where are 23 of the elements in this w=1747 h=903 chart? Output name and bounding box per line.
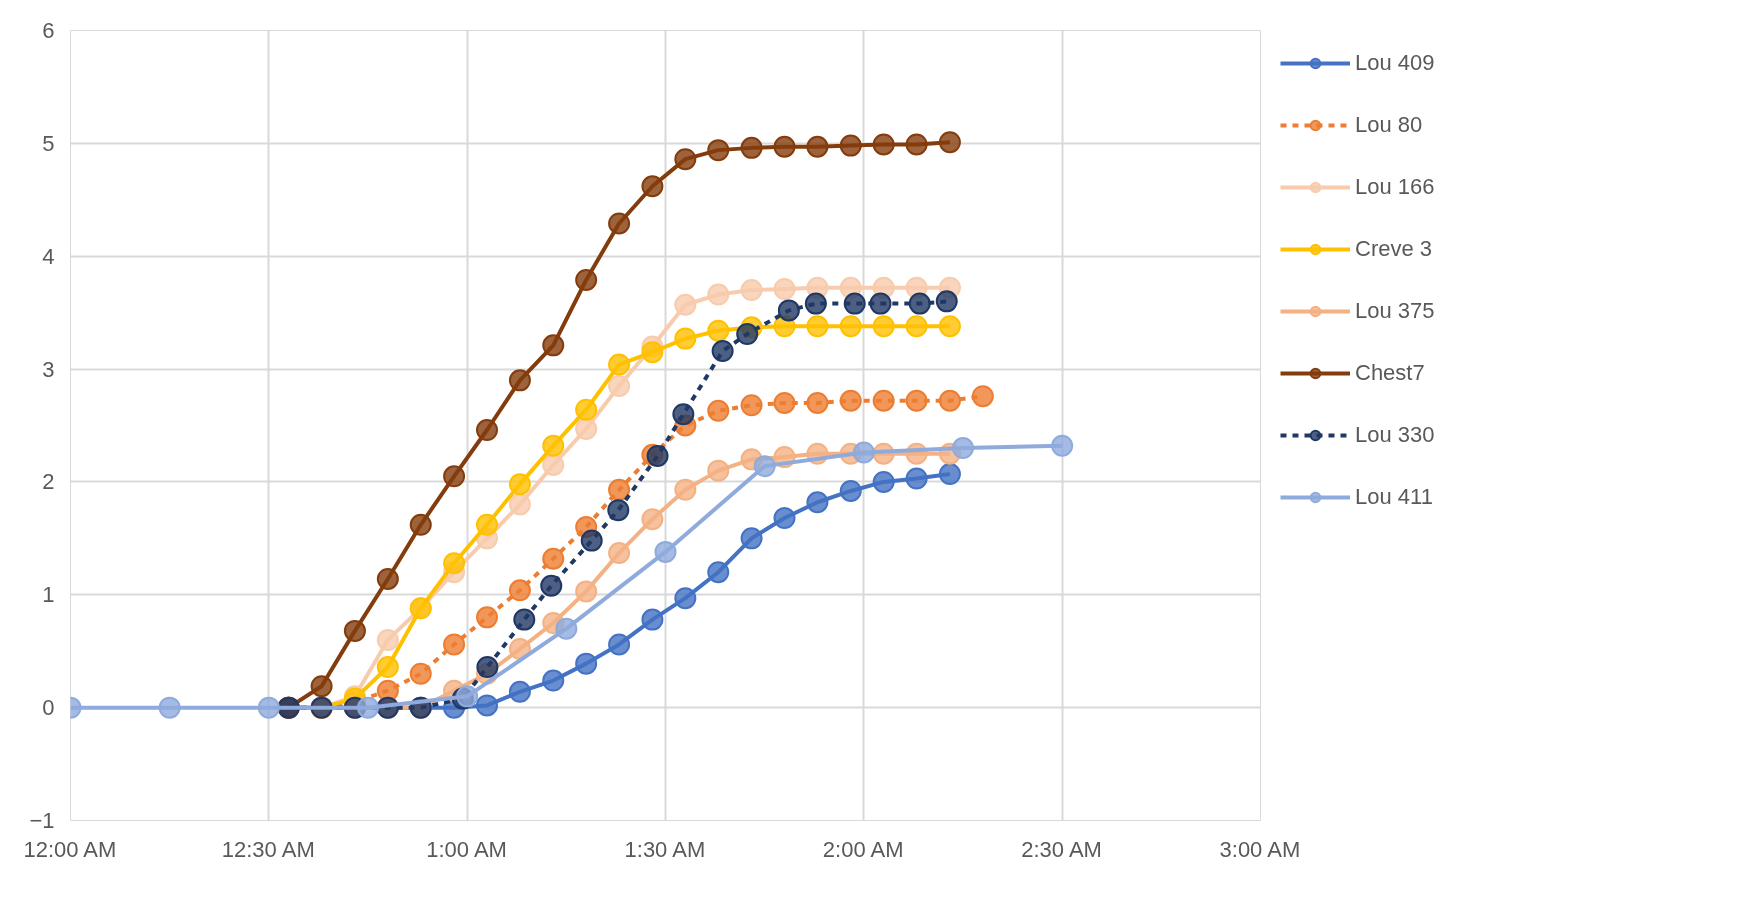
y-tick-label: 1 (42, 582, 55, 608)
legend-label: Lou 80 (1355, 112, 1423, 138)
y-tick-label: 2 (42, 469, 55, 495)
y-tick-label: 5 (42, 130, 55, 156)
x-tick-label: 2:00 AM (822, 836, 904, 862)
x-tick-label: 1:00 AM (426, 836, 507, 862)
legend-label: Lou 409 (1355, 50, 1435, 76)
legend-label: Lou 330 (1355, 422, 1435, 448)
legend-label: Chest7 (1355, 360, 1425, 386)
y-tick-label: 6 (42, 18, 55, 43)
x-tick-label: 12:00 AM (23, 836, 117, 862)
x-tick-label: 1:30 AM (624, 836, 706, 862)
y-tick-label: 3 (42, 356, 55, 382)
legend-label: Creve 3 (1355, 236, 1433, 262)
y-tick-label: −1 (29, 808, 55, 833)
y-tick-label: 4 (42, 243, 55, 269)
x-tick-label: 2:30 AM (1021, 836, 1102, 862)
x-tick-label: 3:00 AM (1219, 836, 1301, 862)
y-tick-label: 0 (42, 695, 55, 721)
x-tick-label: 12:30 AM (221, 836, 315, 862)
legend-label: Lou 166 (1355, 174, 1435, 200)
legend-label: Lou 375 (1355, 298, 1435, 324)
legend-label: Lou 411 (1355, 484, 1433, 510)
